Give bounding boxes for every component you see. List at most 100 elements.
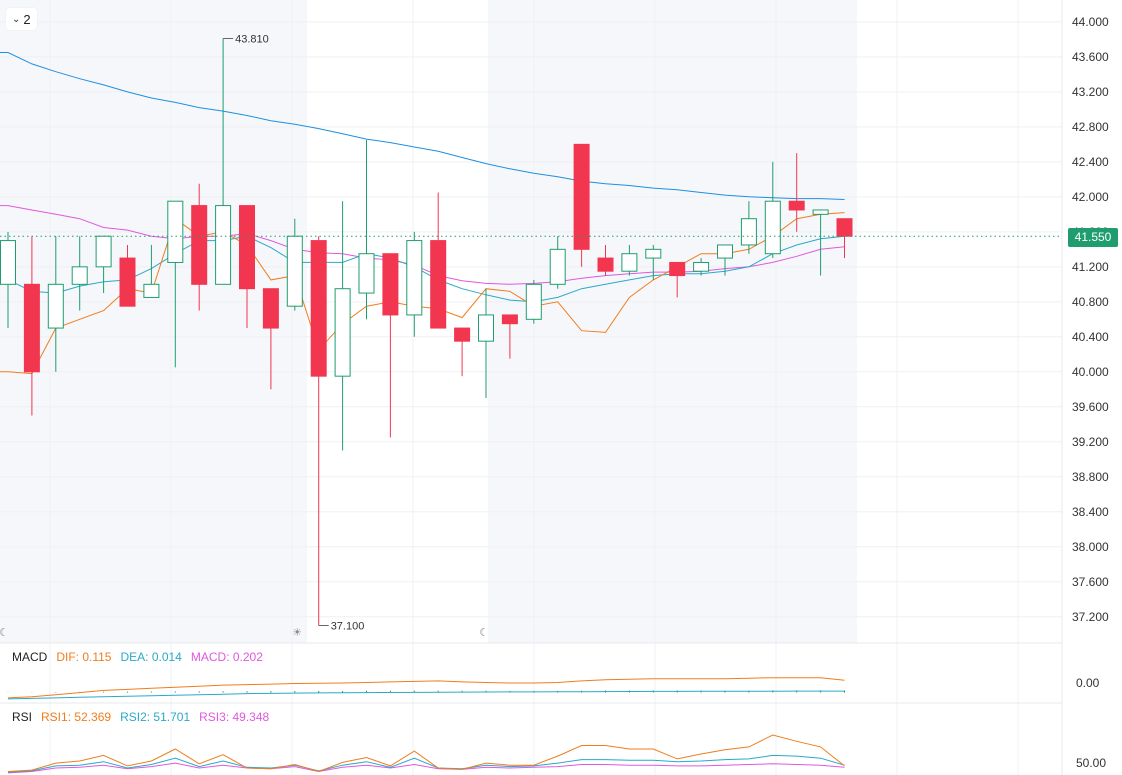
rsi1-value: RSI1: 52.369 <box>41 710 112 724</box>
macd-dif-line <box>7 677 845 699</box>
price-tick-label: 38.000 <box>1072 540 1109 554</box>
rsi3-value: RSI3: 49.348 <box>199 710 270 724</box>
candle-body <box>262 288 279 329</box>
candle-up <box>764 161 781 259</box>
candle-body <box>621 253 638 272</box>
candle-body <box>740 218 757 246</box>
macd-dea-value: DEA: 0.014 <box>120 650 182 664</box>
candle-up <box>143 244 160 298</box>
macd-title: MACD <box>12 650 48 664</box>
price-tick-label: 39.600 <box>1072 400 1109 414</box>
price-tick-label: 37.200 <box>1072 610 1109 624</box>
price-tick-label: 44.000 <box>1072 15 1109 29</box>
grid-lines <box>0 0 1062 775</box>
candle-down <box>597 244 614 276</box>
macd-axis-label: 0.00 <box>1076 676 1100 690</box>
candle-down <box>310 236 327 626</box>
price-tick-label: 40.400 <box>1072 330 1109 344</box>
session-band <box>488 0 857 643</box>
candle-up <box>286 218 303 311</box>
sun-icon: ☀ <box>292 626 302 639</box>
rsi1-line <box>7 734 845 773</box>
candle-body <box>717 244 733 259</box>
macd-dif-value: DIF: 0.115 <box>56 650 112 664</box>
candle-body <box>501 314 518 325</box>
candle-body <box>167 200 184 263</box>
rsi-title: RSI <box>12 710 33 724</box>
candle-up <box>47 236 64 372</box>
candle-up <box>334 201 351 451</box>
macd-pane[interactable]: 0.00 <box>7 676 1100 700</box>
candle-body <box>239 205 255 290</box>
candle-body <box>573 143 590 250</box>
candle-body <box>191 205 208 285</box>
interval-label: 2 <box>23 11 31 27</box>
price-tick-label: 37.600 <box>1072 575 1109 589</box>
candle-up <box>358 139 375 320</box>
candle-body <box>812 209 829 215</box>
candle-up <box>621 244 638 276</box>
candle-up <box>693 258 710 276</box>
candle-body <box>764 200 781 255</box>
candle-body <box>430 240 447 329</box>
candle-body <box>286 235 303 307</box>
price-axis[interactable]: 44.00043.60043.20042.80042.40042.00041.6… <box>1072 15 1109 624</box>
price-tick-label: 43.600 <box>1072 50 1109 64</box>
candle-up <box>549 236 566 289</box>
candle-body <box>334 288 351 377</box>
candle-body <box>549 248 566 285</box>
candle-body <box>358 253 375 294</box>
candle-down <box>669 261 686 298</box>
candle-up <box>478 288 494 399</box>
moon-icon: ☾ <box>0 626 9 639</box>
price-tick-label: 42.000 <box>1072 190 1109 204</box>
candle-body <box>525 283 542 320</box>
price-tick-label: 38.400 <box>1072 505 1109 519</box>
session-icons: ☾ ☀ ☾ <box>0 626 489 639</box>
chevron-down-icon: ⌄ <box>12 13 21 25</box>
last-price-tag: 41.550 <box>1068 228 1118 247</box>
price-tick-label: 40.000 <box>1072 365 1109 379</box>
moving-average-line <box>0 52 845 200</box>
moon-icon: ☾ <box>479 626 489 639</box>
rsi-pane[interactable]: 50.00 <box>7 734 1106 774</box>
candles[interactable] <box>0 38 853 626</box>
candle-body <box>23 283 40 373</box>
candle-body <box>454 327 471 342</box>
candle-body <box>382 253 399 316</box>
price-tick-label: 38.800 <box>1072 470 1109 484</box>
interval-selector[interactable]: ⌄ 2 <box>6 8 37 30</box>
macd-legend[interactable]: MACD DIF: 0.115 DEA: 0.014 MACD: 0.202 <box>12 650 263 664</box>
candle-up <box>167 200 184 368</box>
candle-body <box>310 240 327 377</box>
candle-up <box>406 231 423 337</box>
candle-up <box>215 38 232 285</box>
candle-up <box>645 244 662 280</box>
candle-body <box>693 261 710 272</box>
high-price-label: 43.810 <box>235 33 269 45</box>
macd-macd-value: MACD: 0.202 <box>190 650 263 664</box>
candle-down <box>23 236 40 416</box>
price-tick-label: 43.200 <box>1072 85 1109 99</box>
candle-body <box>597 257 614 272</box>
candle-body <box>95 235 112 268</box>
rsi-legend[interactable]: RSI RSI1: 52.369 RSI2: 51.701 RSI3: 49.3… <box>12 710 269 724</box>
candle-up <box>812 209 829 276</box>
candle-down <box>239 205 255 329</box>
candle-down <box>430 192 447 329</box>
price-tick-label: 41.200 <box>1072 260 1109 274</box>
price-tick-label: 42.800 <box>1072 120 1109 134</box>
extreme-labels: 43.810 37.100 <box>223 33 365 633</box>
candle-body <box>478 314 494 342</box>
rsi-axis-label: 50.00 <box>1076 756 1106 770</box>
candle-down <box>262 288 279 390</box>
candle-down <box>501 314 518 359</box>
candle-down <box>454 327 471 377</box>
low-price-label: 37.100 <box>331 621 365 633</box>
macd-dea-line <box>7 690 845 700</box>
candle-body <box>0 240 16 285</box>
price-tick-label: 42.400 <box>1072 155 1109 169</box>
candle-up <box>525 279 542 324</box>
candle-up <box>717 244 733 276</box>
